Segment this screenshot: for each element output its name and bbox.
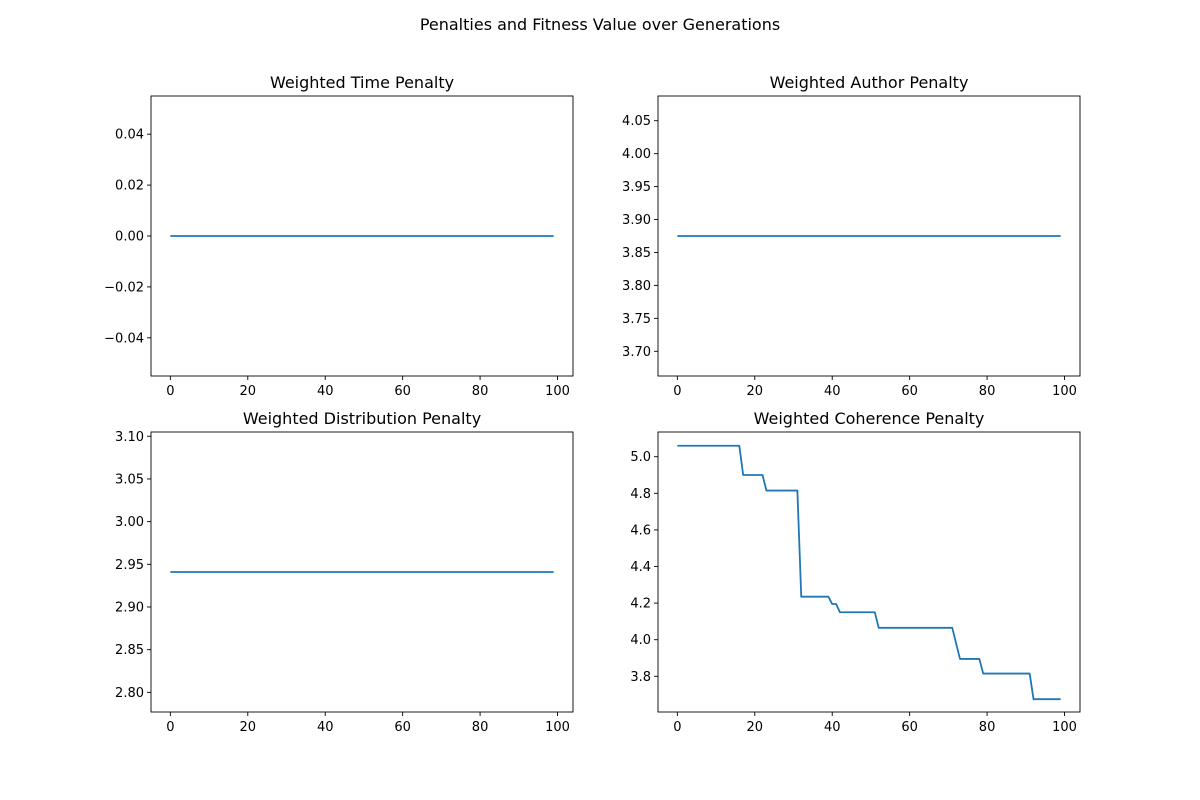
panel-author-penalty: Weighted Author Penalty 0 20 40 60 80 100 3.70…: [622, 73, 1081, 399]
series-line: [677, 444, 1061, 701]
y-tick-label: −0.02: [104, 280, 144, 295]
y-tick-label: 2.90: [115, 601, 144, 616]
x-tick-label: 0: [673, 384, 681, 399]
y-tick-label: 4.6: [630, 523, 651, 538]
y-tick-label: −0.04: [104, 331, 144, 346]
y-tick-label: 3.90: [622, 213, 651, 228]
panel-title: Weighted Author Penalty: [770, 73, 969, 92]
x-tick-label: 100: [1052, 384, 1077, 399]
y-tick-label: 2.95: [115, 558, 144, 573]
x-tick-label: 0: [166, 384, 174, 399]
panel-title: Weighted Coherence Penalty: [754, 409, 985, 428]
y-tick-label: 3.95: [622, 180, 651, 195]
x-tick-label: 80: [979, 384, 996, 399]
figure-title: Penalties and Fitness Value over Generat…: [420, 15, 780, 34]
x-tick-label: 40: [824, 720, 841, 735]
x-tick-label: 0: [166, 720, 174, 735]
panel-title: Weighted Distribution Penalty: [243, 409, 481, 428]
x-tick-label: 40: [317, 720, 334, 735]
x-tick-label: 20: [240, 384, 257, 399]
y-tick-label: 5.0: [630, 450, 651, 465]
y-tick-label: 0.04: [115, 128, 144, 143]
y-tick-label: 0.02: [115, 179, 144, 194]
x-tick-label: 60: [394, 384, 411, 399]
y-tick-label: 3.8: [630, 670, 651, 685]
x-tick-label: 60: [901, 384, 918, 399]
y-tick-label: 4.4: [630, 560, 651, 575]
x-tick-label: 60: [901, 720, 918, 735]
y-tick-label: 4.2: [630, 597, 651, 612]
y-tick-label: 4.8: [630, 487, 651, 502]
x-tick-label: 80: [472, 720, 489, 735]
x-tick-label: 40: [824, 384, 841, 399]
y-tick-label: 3.75: [622, 312, 651, 327]
x-tick-label: 40: [317, 384, 334, 399]
y-tick-label: 3.80: [622, 279, 651, 294]
x-tick-label: 80: [472, 384, 489, 399]
y-tick-label: 0.00: [115, 230, 144, 245]
axes-frame: [150, 431, 574, 713]
x-tick-label: 100: [1052, 720, 1077, 735]
x-tick-label: 20: [240, 720, 257, 735]
y-tick-label: 3.70: [622, 345, 651, 360]
x-tick-label: 20: [747, 720, 764, 735]
y-tick-label: 4.0: [630, 633, 651, 648]
axes-frame: [657, 95, 1081, 377]
y-tick-label: 3.85: [622, 246, 651, 261]
x-tick-label: 20: [747, 384, 764, 399]
panel-title: Weighted Time Penalty: [270, 73, 454, 92]
y-tick-label: 2.80: [115, 686, 144, 701]
panel-time-penalty: Weighted Time Penalty 0 20 40 60 80 100 −0.04 −…: [104, 73, 574, 399]
x-tick-label: 100: [545, 384, 570, 399]
x-tick-label: 60: [394, 720, 411, 735]
panel-distribution-penalty: Weighted Distribution Penalty 0 20 40 60 80 1…: [115, 409, 574, 735]
x-tick-label: 80: [979, 720, 996, 735]
axes-frame: [657, 431, 1081, 713]
y-tick-label: 4.05: [622, 114, 651, 129]
x-tick-label: 100: [545, 720, 570, 735]
y-tick-label: 3.05: [115, 472, 144, 487]
y-tick-label: 3.10: [115, 430, 144, 445]
y-tick-label: 2.85: [115, 643, 144, 658]
y-tick-label: 4.00: [622, 147, 651, 162]
x-tick-label: 0: [673, 720, 681, 735]
panel-coherence-penalty: Weighted Coherence Penalty 0 20 40 60 80 100 3…: [630, 409, 1081, 735]
y-tick-label: 3.00: [115, 515, 144, 530]
